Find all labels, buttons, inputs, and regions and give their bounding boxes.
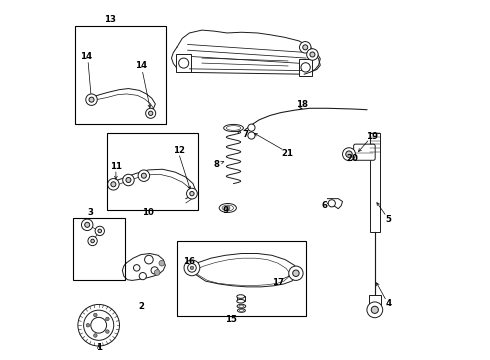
- Circle shape: [310, 52, 315, 57]
- Bar: [176, 54, 191, 72]
- Ellipse shape: [237, 300, 245, 303]
- Text: 12: 12: [172, 146, 185, 155]
- Ellipse shape: [219, 203, 236, 212]
- Bar: [369, 296, 381, 306]
- Circle shape: [346, 151, 352, 157]
- Circle shape: [138, 170, 149, 181]
- Circle shape: [111, 182, 116, 187]
- Circle shape: [303, 45, 308, 50]
- Circle shape: [343, 148, 355, 161]
- Circle shape: [86, 323, 90, 327]
- Circle shape: [225, 206, 230, 210]
- Circle shape: [367, 302, 383, 318]
- Text: 17: 17: [272, 278, 284, 287]
- Text: 5: 5: [386, 215, 392, 224]
- Circle shape: [98, 229, 101, 233]
- Circle shape: [184, 260, 200, 276]
- Circle shape: [86, 94, 97, 105]
- Circle shape: [145, 255, 153, 264]
- Circle shape: [307, 49, 318, 60]
- Circle shape: [187, 188, 197, 199]
- Text: 16: 16: [183, 257, 196, 266]
- Text: 7: 7: [242, 130, 248, 139]
- Circle shape: [94, 334, 97, 337]
- Circle shape: [151, 267, 158, 274]
- Text: 2: 2: [139, 302, 145, 311]
- Circle shape: [289, 266, 303, 280]
- Circle shape: [299, 41, 311, 53]
- Text: 14: 14: [135, 62, 147, 71]
- Circle shape: [85, 222, 90, 227]
- Circle shape: [154, 270, 160, 275]
- Circle shape: [88, 236, 97, 246]
- Circle shape: [293, 270, 299, 276]
- Text: 3: 3: [88, 208, 94, 217]
- Circle shape: [190, 192, 194, 196]
- Bar: [177, 241, 306, 316]
- Circle shape: [371, 306, 378, 314]
- Text: 1: 1: [96, 343, 102, 352]
- Ellipse shape: [237, 304, 245, 308]
- Bar: [237, 296, 245, 301]
- Circle shape: [133, 265, 140, 271]
- Circle shape: [146, 108, 156, 118]
- Text: 14: 14: [80, 52, 93, 61]
- Text: 4: 4: [385, 299, 392, 308]
- Text: 15: 15: [225, 315, 237, 324]
- Circle shape: [91, 239, 95, 243]
- Bar: [74, 26, 166, 125]
- Circle shape: [190, 266, 194, 270]
- Circle shape: [106, 317, 109, 321]
- Circle shape: [94, 313, 97, 317]
- Circle shape: [248, 132, 255, 139]
- Circle shape: [179, 58, 189, 68]
- Ellipse shape: [239, 305, 244, 307]
- Bar: [73, 218, 125, 280]
- Text: 20: 20: [346, 154, 358, 163]
- Text: 21: 21: [281, 149, 294, 158]
- Circle shape: [95, 226, 104, 235]
- Bar: [107, 134, 198, 211]
- Bar: [370, 133, 380, 232]
- Circle shape: [78, 305, 120, 346]
- Ellipse shape: [239, 310, 244, 311]
- Text: 18: 18: [296, 100, 308, 109]
- Circle shape: [122, 174, 134, 186]
- Ellipse shape: [238, 309, 245, 312]
- Text: 19: 19: [367, 132, 378, 141]
- Circle shape: [106, 330, 109, 333]
- Circle shape: [91, 318, 107, 333]
- Ellipse shape: [223, 125, 244, 132]
- Text: 8: 8: [213, 161, 220, 170]
- Bar: [299, 59, 313, 76]
- Circle shape: [89, 97, 94, 102]
- Circle shape: [139, 273, 147, 280]
- Circle shape: [84, 310, 114, 340]
- Circle shape: [108, 179, 119, 190]
- Ellipse shape: [222, 205, 234, 211]
- Text: 11: 11: [110, 162, 122, 171]
- Circle shape: [159, 260, 165, 266]
- Circle shape: [148, 111, 153, 116]
- Ellipse shape: [237, 295, 245, 298]
- Circle shape: [188, 264, 196, 272]
- Text: 10: 10: [142, 208, 154, 217]
- Circle shape: [248, 124, 255, 131]
- Text: 13: 13: [104, 15, 117, 24]
- Circle shape: [141, 173, 147, 178]
- Circle shape: [126, 177, 131, 183]
- FancyBboxPatch shape: [354, 144, 375, 160]
- Circle shape: [81, 219, 93, 230]
- Circle shape: [301, 63, 310, 72]
- Text: 6: 6: [321, 201, 328, 210]
- Text: 9: 9: [222, 206, 228, 215]
- Circle shape: [328, 200, 335, 207]
